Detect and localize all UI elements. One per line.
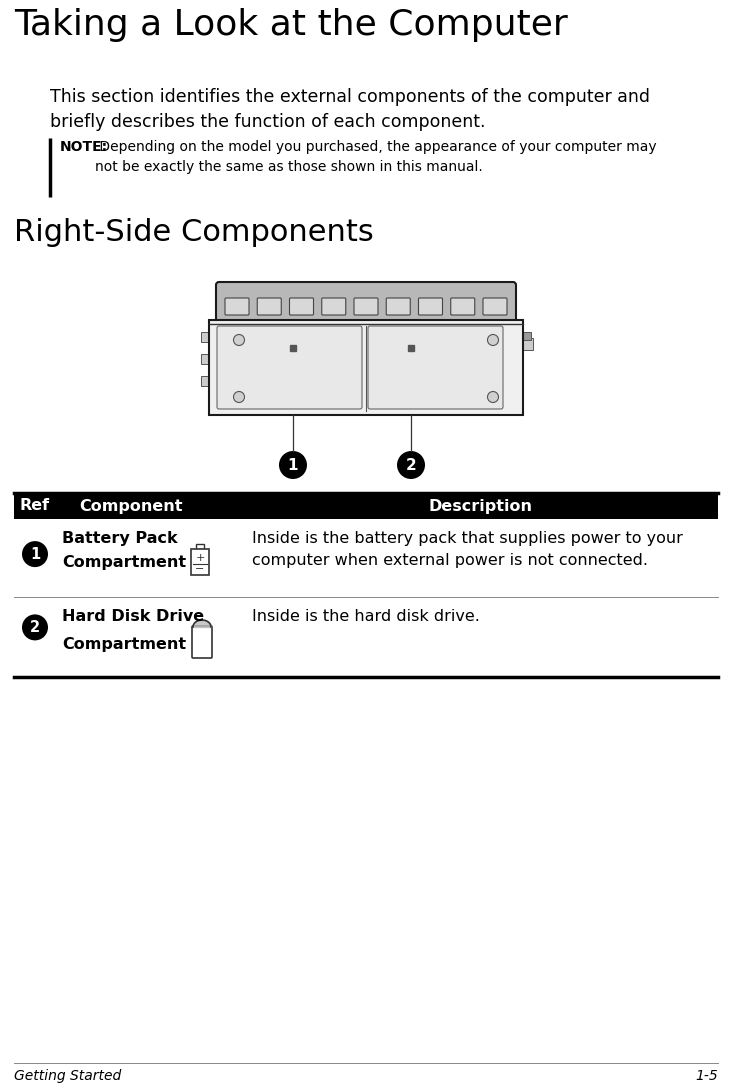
Bar <box>201 376 211 386</box>
FancyBboxPatch shape <box>225 298 249 315</box>
Text: Getting Started: Getting Started <box>14 1069 122 1082</box>
Text: Component: Component <box>80 499 183 514</box>
Text: Taking a Look at the Computer: Taking a Look at the Computer <box>14 8 568 42</box>
Circle shape <box>279 451 307 479</box>
Text: +: + <box>195 553 205 563</box>
Bar <box>523 332 531 340</box>
Bar <box>191 549 209 575</box>
Text: 1: 1 <box>288 457 298 473</box>
Text: Right-Side Components: Right-Side Components <box>14 218 374 247</box>
Bar <box>196 544 204 549</box>
Circle shape <box>234 392 244 403</box>
FancyBboxPatch shape <box>289 298 313 315</box>
Text: Inside is the hard disk drive.: Inside is the hard disk drive. <box>252 609 480 624</box>
Bar <box>201 354 211 364</box>
FancyBboxPatch shape <box>192 626 212 658</box>
Text: Ref: Ref <box>20 499 50 514</box>
Text: Inside is the battery pack that supplies power to your
computer when external po: Inside is the battery pack that supplies… <box>252 531 683 567</box>
Text: Depending on the model you purchased, the appearance of your computer may
not be: Depending on the model you purchased, th… <box>95 140 657 173</box>
FancyBboxPatch shape <box>217 326 362 409</box>
Text: This section identifies the external components of the computer and
briefly desc: This section identifies the external com… <box>50 88 650 131</box>
FancyBboxPatch shape <box>216 282 516 323</box>
Text: 2: 2 <box>30 620 40 635</box>
Text: 2: 2 <box>406 457 417 473</box>
Text: Hard Disk Drive: Hard Disk Drive <box>62 609 204 624</box>
FancyBboxPatch shape <box>322 298 346 315</box>
Text: Description: Description <box>429 499 533 514</box>
Text: 1: 1 <box>30 547 40 562</box>
FancyBboxPatch shape <box>386 298 410 315</box>
Text: 1-5: 1-5 <box>695 1069 718 1082</box>
Circle shape <box>22 541 48 567</box>
Circle shape <box>397 451 425 479</box>
Bar <box>209 320 523 415</box>
Bar <box>14 493 718 519</box>
Bar <box>201 332 211 342</box>
Circle shape <box>234 334 244 345</box>
FancyBboxPatch shape <box>368 326 503 409</box>
Text: −: − <box>195 564 205 574</box>
Circle shape <box>488 334 498 345</box>
FancyBboxPatch shape <box>257 298 281 315</box>
Bar <box>521 338 533 350</box>
FancyBboxPatch shape <box>419 298 443 315</box>
Circle shape <box>22 614 48 640</box>
Text: NOTE:: NOTE: <box>60 140 108 154</box>
FancyBboxPatch shape <box>451 298 475 315</box>
Circle shape <box>488 392 498 403</box>
Text: Compartment: Compartment <box>62 637 186 652</box>
FancyBboxPatch shape <box>483 298 507 315</box>
Text: Battery Pack: Battery Pack <box>62 531 178 546</box>
Text: Compartment: Compartment <box>62 555 186 570</box>
FancyBboxPatch shape <box>354 298 378 315</box>
